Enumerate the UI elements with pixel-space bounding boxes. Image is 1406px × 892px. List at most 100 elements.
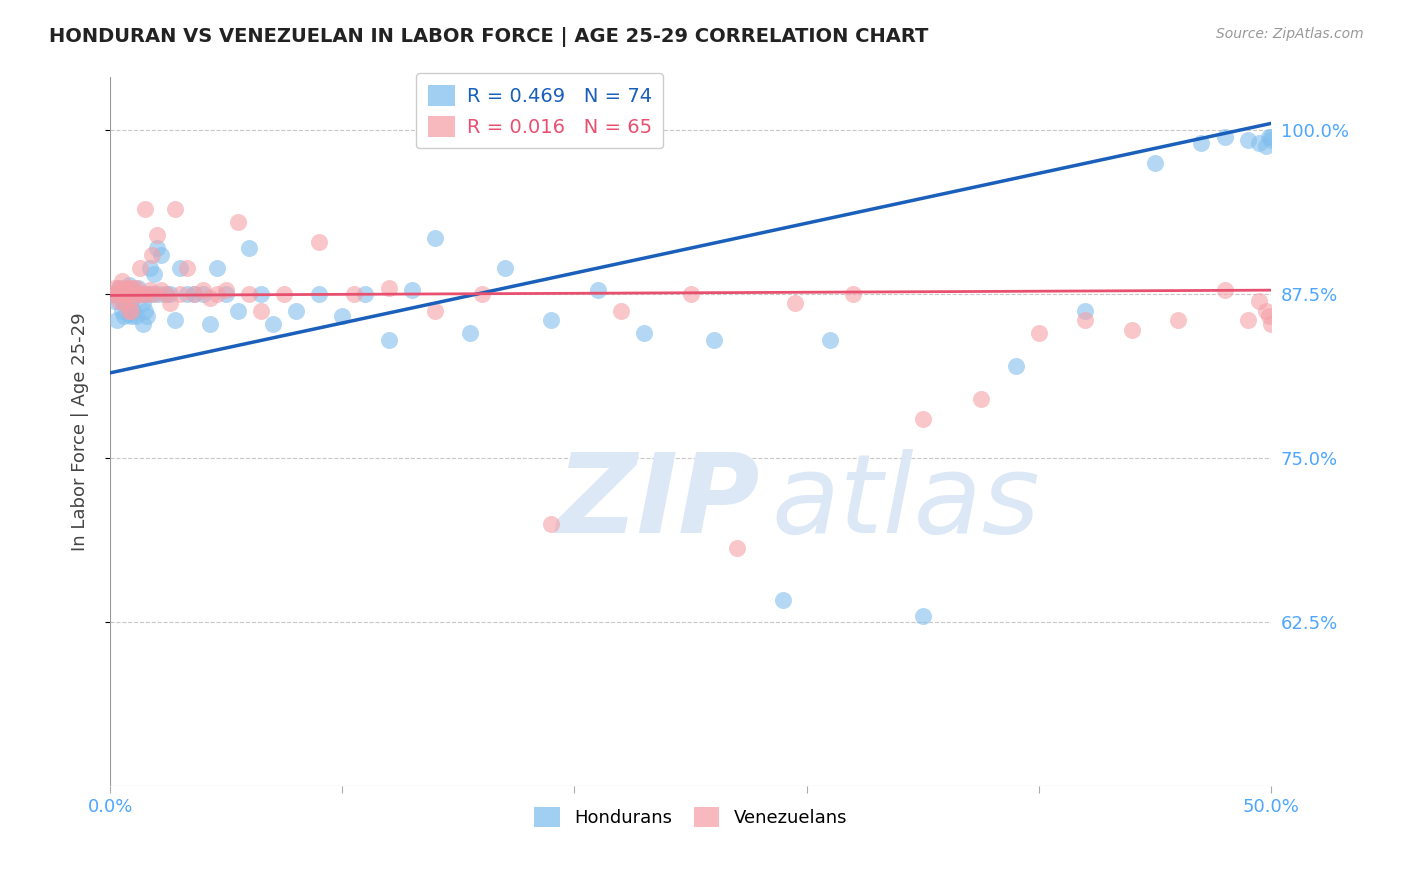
Point — [198, 318, 221, 332]
Point — [129, 287, 152, 301]
Point — [101, 287, 124, 301]
Point — [1260, 133, 1282, 147]
Point — [494, 260, 516, 275]
Point — [1257, 129, 1279, 144]
Point — [105, 287, 128, 301]
Point — [108, 280, 131, 294]
Point — [183, 287, 205, 301]
Point — [136, 287, 159, 301]
Point — [141, 287, 163, 301]
Y-axis label: In Labor Force | Age 25-29: In Labor Force | Age 25-29 — [72, 313, 89, 551]
Point — [150, 248, 173, 262]
Point — [159, 287, 181, 301]
Point — [308, 235, 330, 249]
Point — [105, 313, 128, 327]
Point — [108, 293, 131, 308]
Point — [143, 287, 166, 301]
Point — [112, 310, 135, 324]
Point — [169, 260, 191, 275]
Point — [1074, 313, 1097, 327]
Point — [273, 287, 295, 301]
Point — [205, 260, 228, 275]
Point — [458, 326, 481, 341]
Point — [586, 283, 609, 297]
Point — [127, 287, 149, 301]
Point — [131, 287, 153, 301]
Point — [425, 304, 447, 318]
Point — [238, 241, 260, 255]
Point — [1143, 155, 1166, 169]
Point — [343, 287, 366, 301]
Point — [143, 268, 166, 282]
Point — [226, 304, 249, 318]
Point — [112, 287, 135, 301]
Point — [1074, 304, 1097, 318]
Point — [377, 280, 399, 294]
Point — [112, 296, 135, 310]
Point — [148, 287, 170, 301]
Point — [1028, 326, 1050, 341]
Point — [191, 283, 214, 297]
Point — [131, 296, 153, 310]
Point — [122, 280, 145, 294]
Point — [115, 297, 138, 311]
Legend: Hondurans, Venezuelans: Hondurans, Venezuelans — [527, 800, 853, 834]
Point — [165, 202, 187, 216]
Point — [970, 392, 993, 406]
Point — [250, 304, 273, 318]
Point — [136, 310, 159, 324]
Point — [136, 287, 159, 301]
Point — [145, 227, 167, 242]
Point — [145, 241, 167, 255]
Point — [911, 608, 934, 623]
Point — [198, 291, 221, 305]
Point — [165, 313, 187, 327]
Point — [122, 283, 145, 297]
Point — [471, 287, 494, 301]
Point — [115, 283, 138, 297]
Point — [1004, 359, 1026, 374]
Point — [122, 291, 145, 305]
Point — [215, 283, 238, 297]
Point — [425, 230, 447, 244]
Point — [1213, 129, 1236, 144]
Point — [118, 307, 141, 321]
Point — [118, 280, 141, 294]
Point — [124, 287, 146, 301]
Point — [1260, 318, 1282, 332]
Point — [134, 202, 156, 216]
Point — [112, 287, 135, 301]
Point — [1191, 136, 1213, 150]
Point — [725, 541, 748, 555]
Point — [215, 287, 238, 301]
Point — [183, 287, 205, 301]
Point — [115, 287, 138, 301]
Point — [127, 280, 149, 294]
Point — [818, 333, 841, 347]
Point — [105, 287, 128, 301]
Point — [262, 318, 284, 332]
Point — [1249, 136, 1271, 150]
Point — [1213, 283, 1236, 297]
Point — [1167, 313, 1189, 327]
Point — [129, 260, 152, 275]
Point — [134, 304, 156, 318]
Point — [238, 287, 260, 301]
Point — [1256, 304, 1278, 318]
Point — [1237, 133, 1260, 147]
Point — [610, 304, 633, 318]
Point — [191, 287, 214, 301]
Point — [1237, 313, 1260, 327]
Point — [1121, 322, 1143, 336]
Point — [104, 280, 127, 294]
Point — [205, 287, 228, 301]
Point — [111, 274, 134, 288]
Point — [540, 516, 562, 531]
Point — [131, 318, 153, 332]
Point — [176, 287, 198, 301]
Point — [115, 280, 138, 294]
Point — [633, 326, 655, 341]
Point — [911, 412, 934, 426]
Text: atlas: atlas — [772, 450, 1040, 557]
Point — [101, 287, 124, 301]
